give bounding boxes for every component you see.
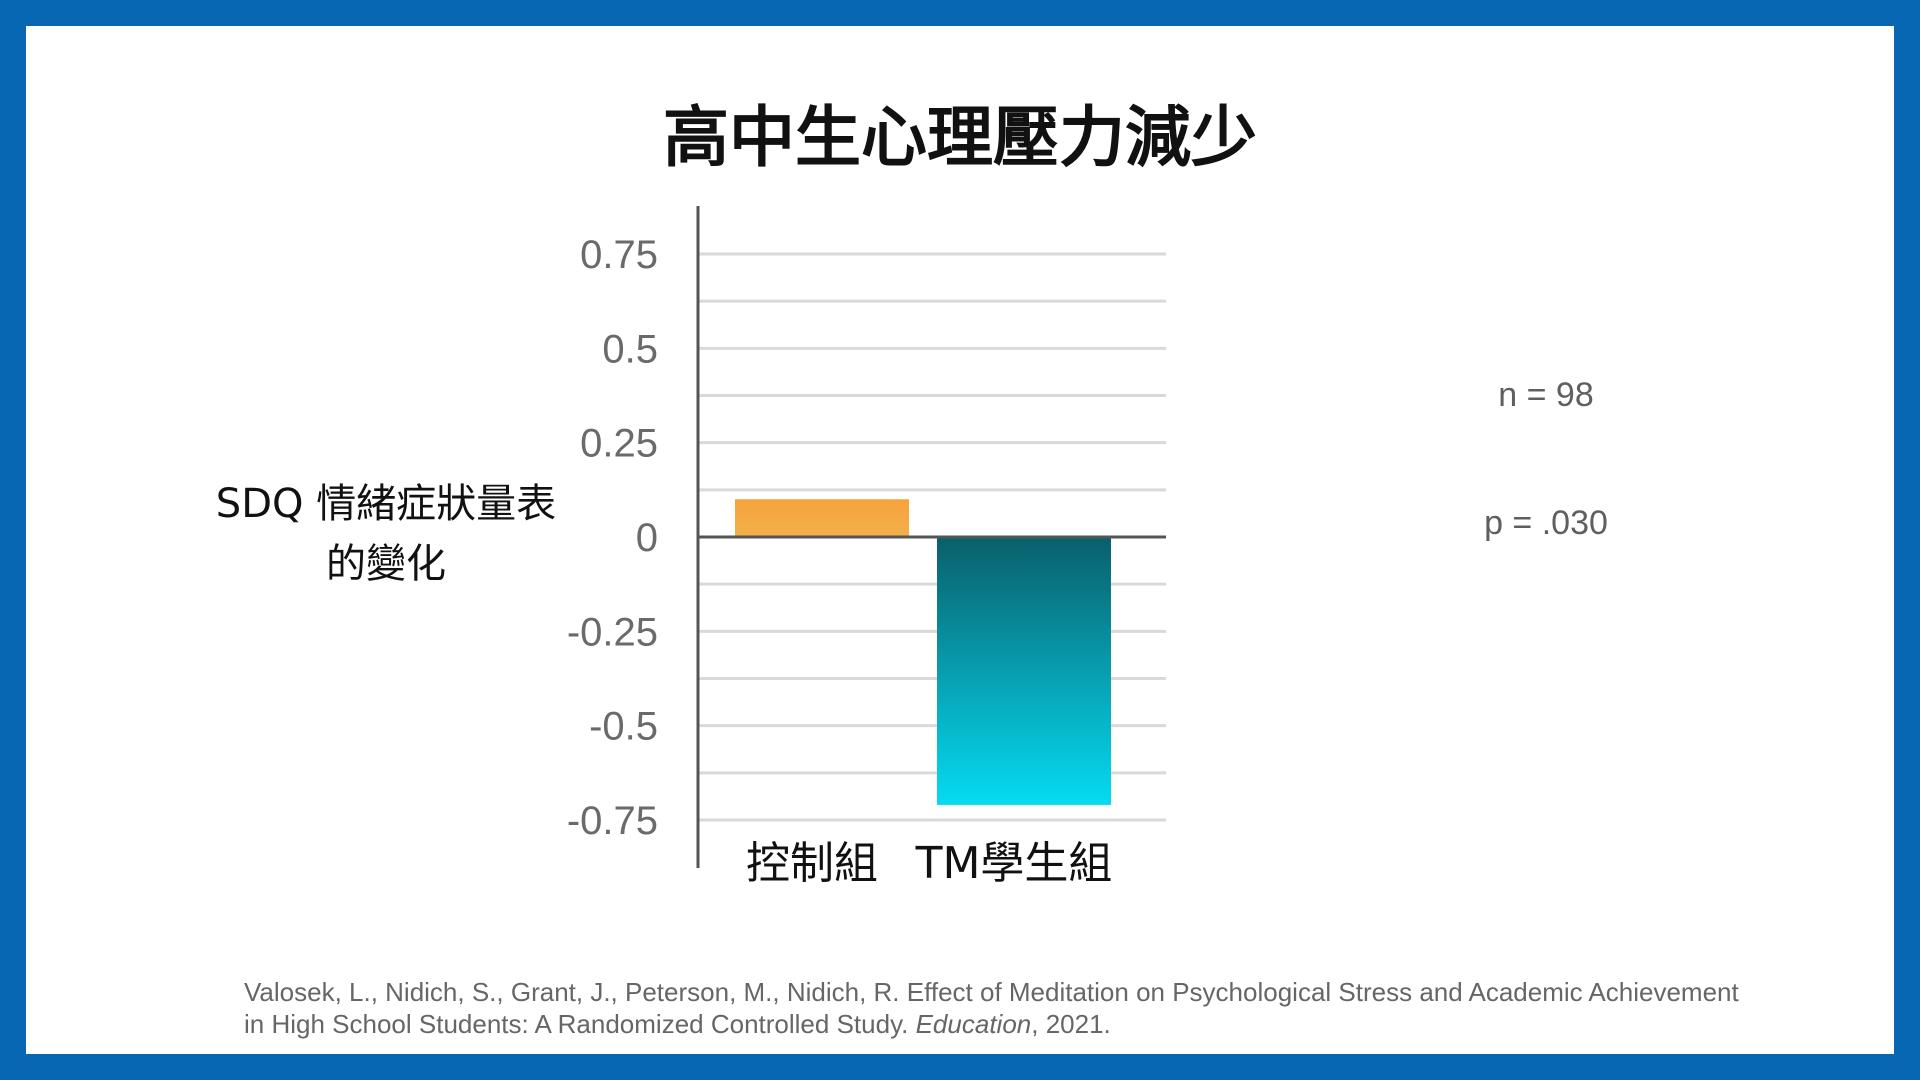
bar-chart: 0.75 0.5 0.25 0 -0.25 -0.5 -0.75 控制組 TM學生組 [567, 206, 1166, 889]
citation-line2: in High School Students: A Randomized Co… [244, 1008, 1804, 1040]
slide: 高中生心理壓力減少 SDQ 情緒症狀量表 的變化 n = 98 p = .030… [26, 26, 1894, 1054]
y-axis-label-line2: 的變化 [326, 541, 446, 587]
bar-control [735, 499, 909, 537]
p-value-annotation: p = .030 [1484, 504, 1608, 542]
y-axis-label-line1: SDQ 情緒症狀量表 [215, 481, 557, 527]
y-tick-label: 0.25 [580, 422, 658, 466]
citation: Valosek, L., Nidich, S., Grant, J., Pete… [244, 976, 1804, 1040]
y-tick-label: 0 [636, 516, 658, 560]
citation-year: , 2021. [1031, 1009, 1111, 1039]
bar-tm [937, 537, 1111, 805]
y-tick-labels: 0.75 0.5 0.25 0 -0.25 -0.5 -0.75 [567, 233, 658, 843]
y-axis-label: SDQ 情緒症狀量表 的變化 [166, 474, 606, 594]
citation-line1: Valosek, L., Nidich, S., Grant, J., Pete… [244, 977, 1739, 1007]
bars [735, 499, 1111, 805]
citation-journal: Education [915, 1009, 1032, 1039]
category-label: TM學生組 [915, 838, 1113, 889]
sample-size-annotation: n = 98 [1498, 376, 1594, 414]
y-tick-label: -0.5 [589, 705, 658, 749]
y-tick-label: 0.5 [602, 327, 658, 371]
y-tick-label: -0.75 [567, 799, 658, 843]
y-tick-label: 0.75 [580, 233, 658, 277]
category-label: 控制組 [746, 838, 878, 889]
citation-text: in High School Students: A Randomized Co… [244, 1009, 909, 1039]
y-tick-label: -0.25 [567, 610, 658, 654]
chart-title: 高中生心理壓力減少 [663, 99, 1257, 176]
axes [696, 206, 1166, 868]
category-labels: 控制組 TM學生組 [746, 838, 1112, 889]
